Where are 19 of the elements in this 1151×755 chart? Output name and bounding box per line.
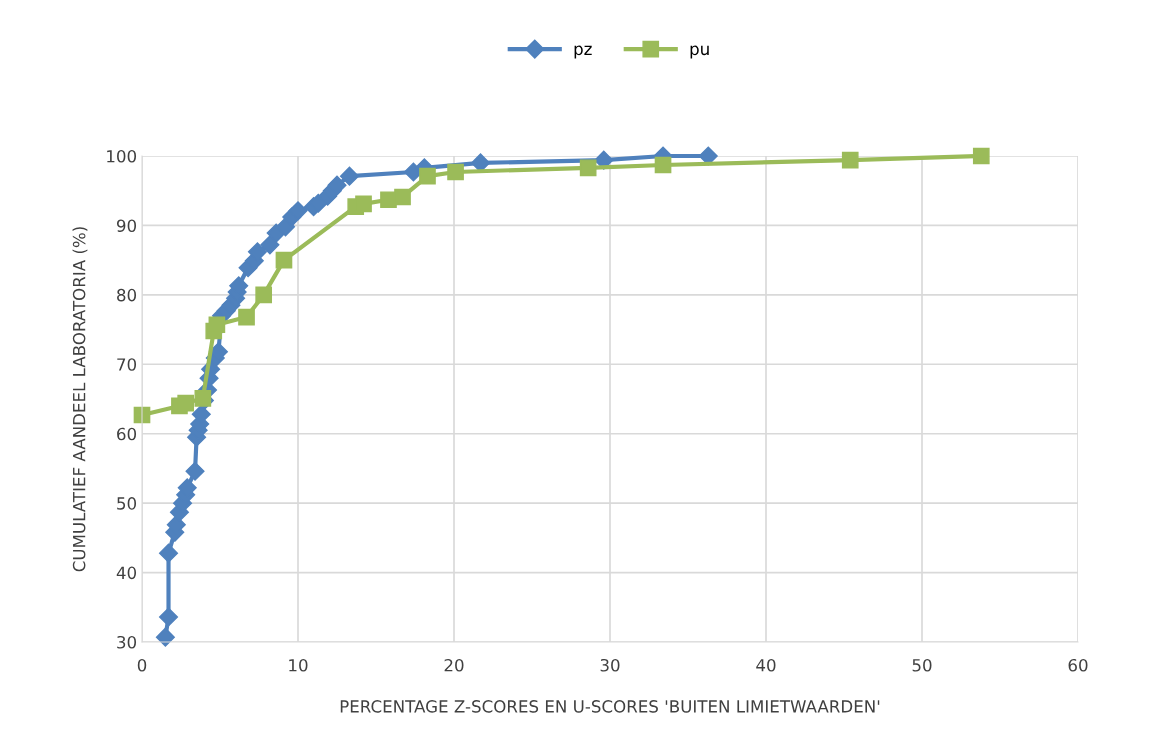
y-axis-title: CUMULATIEF AANDEEL LABORATORIA (%) <box>72 227 88 572</box>
x-tick-label: 0 <box>137 658 147 672</box>
legend-label: pu <box>690 45 709 59</box>
y-tick-label: 70 <box>117 358 137 371</box>
x-tick-label: 30 <box>600 658 620 672</box>
x-tick-label: 50 <box>912 658 932 672</box>
legend-label: pz <box>574 45 592 59</box>
y-tick-label: 80 <box>117 288 137 302</box>
y-tick-label: 60 <box>117 427 137 441</box>
x-tick-label: 40 <box>756 658 776 672</box>
y-tick-label: 90 <box>116 219 137 232</box>
y-tick-label: 50 <box>117 497 137 510</box>
x-tick-label: 20 <box>444 658 464 672</box>
x-tick-label: 10 <box>289 658 308 672</box>
y-tick-label: 100 <box>107 149 137 163</box>
x-tick-label: 60 <box>1068 658 1088 672</box>
x-axis-title: PERCENTAGE Z-SCORES EN U-SCORES 'BUITEN LIMIETWAARDEN' <box>340 700 880 713</box>
y-tick-label: 30 <box>117 635 137 649</box>
y-tick-label: 40 <box>116 566 137 580</box>
